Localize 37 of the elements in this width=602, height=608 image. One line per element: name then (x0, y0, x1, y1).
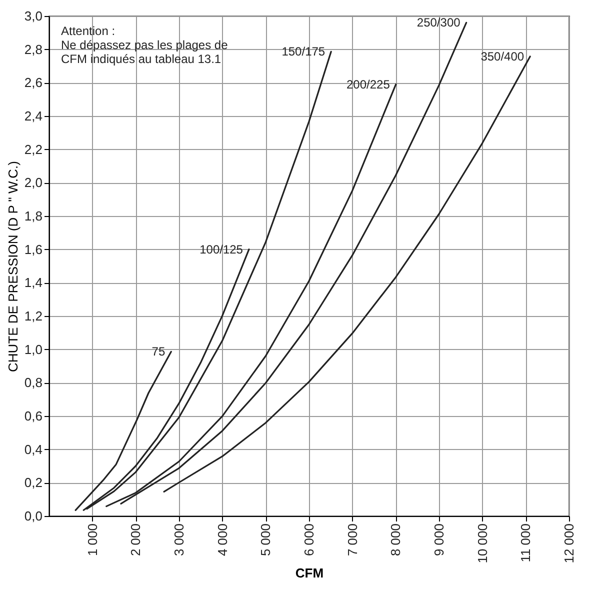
y-tick-label: 1,6 (24, 242, 42, 257)
x-tick-label: 9 000 (432, 524, 446, 556)
y-tick-label: 2,2 (24, 142, 42, 157)
x-tick-label: 10 000 (474, 524, 490, 564)
series-label: 200/225 (346, 77, 390, 92)
y-tick-label: 2,6 (24, 75, 42, 90)
x-axis-title: CFM (295, 565, 324, 580)
annotation: Attention : Ne dépassez pas les plages de CFM indiqués au tableau 13.1 (61, 24, 228, 66)
x-tick-label: 8 000 (388, 524, 404, 556)
x-tick-label: 1 000 (84, 524, 100, 556)
x-tick-label: 2 000 (128, 524, 144, 556)
y-tick-label: 0,2 (24, 475, 42, 490)
x-tick-label: 11 000 (518, 524, 534, 562)
y-tick-label: 3,0 (24, 8, 42, 24)
y-tick-label: 0,4 (24, 442, 42, 457)
y-tick-label: 2,0 (24, 175, 42, 190)
x-tick-label: 7 000 (344, 524, 360, 556)
series-label: 250/300 (416, 16, 461, 30)
y-tick-label: 1,8 (24, 208, 42, 224)
y-tick-label: 0,8 (24, 375, 42, 390)
series-label: 75 (152, 344, 166, 359)
x-tick-label: 6 000 (302, 524, 316, 556)
x-tick-label: 3 000 (172, 524, 186, 556)
x-tick-label: 12 000 (562, 524, 576, 564)
y-tick-label: 0,0 (24, 508, 42, 524)
y-tick-label: 1,4 (24, 275, 42, 290)
y-axis-title: CHUTE DE PRESSION (D P " W.C.) (5, 161, 20, 372)
x-tick-label: 5 000 (258, 524, 274, 556)
y-tick-label: 0,6 (24, 408, 42, 424)
y-tick-label: 2,8 (24, 42, 42, 57)
y-tick-label: 1,2 (24, 308, 42, 324)
series-label: 100/125 (200, 242, 244, 256)
series-label: 150/175 (282, 44, 326, 59)
x-tick-label: 4 000 (214, 524, 230, 556)
y-tick-label: 1,0 (24, 342, 42, 357)
y-tick-label: 2,4 (24, 108, 42, 124)
series-label: 350/400 (480, 50, 524, 64)
